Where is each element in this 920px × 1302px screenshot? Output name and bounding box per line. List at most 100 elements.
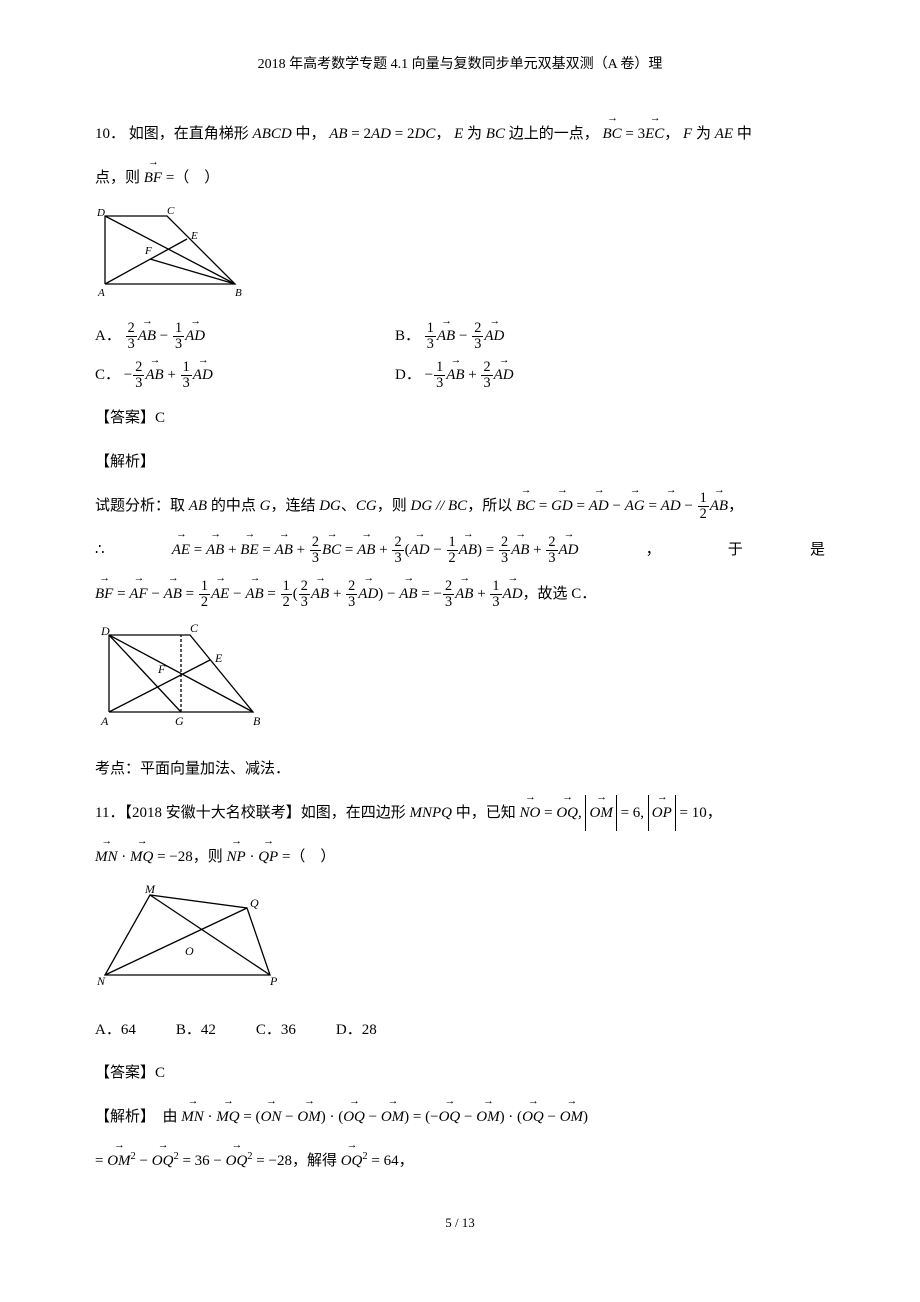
svg-text:F: F: [144, 245, 152, 257]
vec-qp: QP: [258, 839, 278, 875]
t: ，故选 C．: [523, 586, 597, 602]
svg-text:A: A: [100, 714, 109, 728]
q10-kaodian: 考点：平面向量加法、减法．: [95, 751, 825, 787]
analysis-label: 【解析】 由: [95, 1109, 181, 1125]
t: =（ ）: [162, 170, 219, 186]
q10-option-a: A． 23AB − 13AD: [95, 320, 395, 353]
t: C．: [95, 367, 120, 383]
t: ，所以: [467, 498, 516, 514]
q10-analysis-label: 【解析】: [95, 444, 825, 480]
t: 为: [692, 126, 715, 142]
q10-ad: AD: [371, 126, 391, 142]
q11-option-c: C．36: [256, 1014, 296, 1047]
svg-text:A: A: [97, 287, 105, 299]
q10-analysis-line1: 试题分析：取 AB 的中点 G，连结 DG、CG，则 DG // BC，所以 B…: [95, 488, 825, 524]
q11-option-d: D．28: [336, 1014, 377, 1047]
svg-text:E: E: [214, 651, 223, 665]
q10-fig: ABCD: [253, 126, 292, 142]
t: A．: [95, 328, 121, 344]
answer-value: C: [155, 1065, 165, 1081]
q11-stem-line1: 11．【2018 安徽十大名校联考】如图，在四边形 MNPQ 中，已知 NO =…: [95, 795, 825, 831]
trapezoid-svg-2: AB CD GE F: [95, 620, 265, 730]
vec-bc: BC: [602, 116, 621, 152]
t: ，: [707, 805, 722, 821]
q10-stem-line2: 点，则 BF =（ ）: [95, 160, 825, 196]
q10-analysis-line2: ∴ AE = AB + BE = AB + 23BC = AB + 23(AD …: [95, 532, 825, 568]
t: 是: [810, 532, 825, 568]
t: ，则: [377, 498, 411, 514]
t: ，解得: [292, 1153, 341, 1169]
t: = −28: [153, 849, 192, 865]
q11-option-a: A．64: [95, 1014, 136, 1047]
q11-figure: MN PQ O: [95, 883, 825, 1006]
vec-oq: OQ: [556, 795, 578, 831]
q11-number: 11．: [95, 805, 124, 821]
vec-op: OP: [652, 795, 672, 831]
vec-ec: EC: [645, 116, 664, 152]
t: BC: [486, 126, 505, 142]
q10-figure-1: AB CD EF: [95, 204, 825, 312]
quadrilateral-svg: MN PQ O: [95, 883, 285, 993]
t: 、: [341, 498, 356, 514]
t: =（ ）: [278, 849, 335, 865]
q11-answer: 【答案】C: [95, 1055, 825, 1091]
t: AB: [189, 498, 207, 514]
q11-analysis-line1: 【解析】 由 MN · MQ = (ON − OM) · (OQ − OM) =…: [95, 1099, 825, 1135]
t: 为: [463, 126, 486, 142]
svg-text:O: O: [185, 944, 194, 958]
t: E: [454, 126, 463, 142]
t: ，则: [193, 849, 227, 865]
answer-value: C: [155, 410, 165, 426]
t: = 10: [676, 805, 707, 821]
t: ，: [646, 532, 661, 568]
t: G: [260, 498, 271, 514]
q11-analysis-line2: = OM2 − OQ2 = 36 − OQ2 = −28，解得 OQ2 = 64…: [95, 1143, 825, 1179]
t: DG // BC: [411, 498, 468, 514]
t: DG: [319, 498, 341, 514]
t: 于: [728, 532, 743, 568]
t: 中，已知: [452, 805, 520, 821]
trapezoid-svg-1: AB CD EF: [95, 204, 245, 299]
svg-text:B: B: [235, 287, 242, 299]
vec-mq: MQ: [130, 839, 153, 875]
svg-text:N: N: [96, 974, 106, 988]
q10-stem-line1: 10． 如图，在直角梯形 ABCD 中， AB = 2AD = 2DC， E 为…: [95, 116, 825, 152]
svg-text:E: E: [190, 230, 198, 242]
t: = 2: [348, 126, 371, 142]
q10-dc: DC: [414, 126, 435, 142]
t: MNPQ: [409, 805, 452, 821]
q10-text: 如图，在直角梯形: [129, 126, 253, 142]
page-header: 2018 年高考数学专题 4.1 向量与复数同步单元双基双测（A 卷）理: [95, 50, 825, 81]
t: 边上的一点，: [505, 126, 599, 142]
svg-text:B: B: [253, 714, 261, 728]
svg-text:Q: Q: [250, 896, 259, 910]
t: B．: [395, 328, 420, 344]
answer-label: 【答案】: [95, 410, 155, 426]
vec-no: NO: [520, 795, 541, 831]
q10-answer: 【答案】C: [95, 400, 825, 436]
q10-analysis-line3: BF = AF − AB = 12AE − AB = 12(23AB + 23A…: [95, 576, 825, 612]
q10-option-c: C． −23AB + 13AD: [95, 359, 395, 392]
vec-np: NP: [227, 839, 246, 875]
svg-text:G: G: [175, 714, 184, 728]
page-number: 5 / 13: [95, 1209, 825, 1238]
t: = 2: [391, 126, 414, 142]
q10-t: 中，: [292, 126, 326, 142]
t: 试题分析：取: [95, 498, 189, 514]
vec-mn: MN: [95, 839, 118, 875]
q10-option-d: D． −13AB + 23AD: [395, 359, 695, 392]
q10-option-b: B． 13AB − 23AD: [395, 320, 695, 353]
q10-options-row2: C． −23AB + 13AD D． −13AB + 23AD: [95, 359, 825, 392]
q10-figure-2: AB CD GE F: [95, 620, 825, 743]
svg-text:D: D: [96, 207, 105, 219]
t: AE: [715, 126, 733, 142]
q11-options: A．64 B．42 C．36 D．28: [95, 1014, 825, 1047]
svg-text:D: D: [100, 624, 110, 638]
svg-text:P: P: [269, 974, 278, 988]
t: 如图，在四边形: [301, 805, 410, 821]
t: ∴: [95, 542, 105, 558]
vec-bf: BF: [144, 160, 162, 196]
q10-number: 10．: [95, 126, 125, 142]
svg-text:F: F: [157, 662, 166, 676]
t: = 3: [622, 126, 645, 142]
